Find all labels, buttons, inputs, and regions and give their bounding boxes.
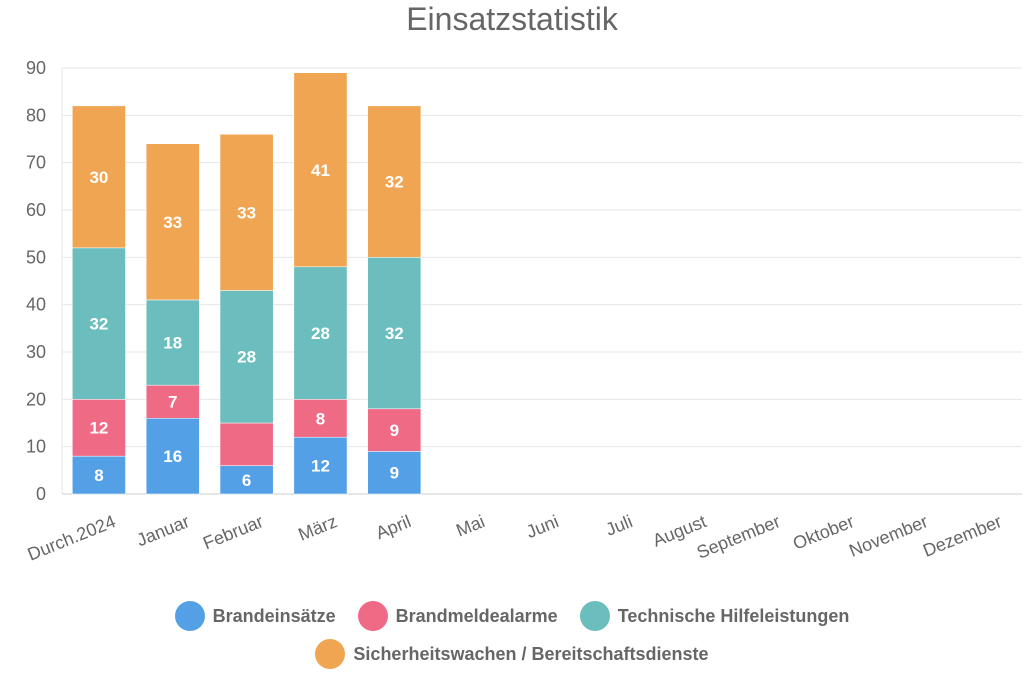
x-tick-label: Durch.2024 — [25, 511, 119, 564]
bar-segment[interactable] — [293, 436, 348, 495]
x-tick-label: April — [373, 511, 414, 543]
bar-segment[interactable] — [145, 418, 200, 495]
x-tick-label: Dezember — [920, 511, 1004, 561]
bar-segment[interactable] — [367, 105, 422, 258]
data-label: 12 — [311, 457, 330, 476]
x-tick-label: Juni — [523, 511, 561, 542]
x-tick-label: November — [846, 511, 930, 561]
data-label: 9 — [390, 421, 399, 440]
legend-label: Sicherheitswachen / Bereitschaftsdienste — [353, 643, 709, 664]
y-tick-label: 60 — [26, 200, 46, 220]
x-tick-label: Juli — [603, 511, 636, 540]
x-tick-label: Januar — [134, 511, 193, 550]
y-tick-label: 50 — [26, 247, 46, 267]
data-label: 32 — [385, 173, 404, 192]
bar-segment[interactable] — [145, 299, 200, 386]
legend-label: Brandmeldealarme — [395, 605, 558, 626]
x-tick-label: Mai — [453, 511, 487, 540]
bar-segment[interactable] — [72, 455, 126, 495]
bar-segment[interactable] — [293, 72, 348, 268]
legend-row-2: Sicherheitswachen / Bereitschaftsdienste — [0, 639, 1024, 669]
data-label: 12 — [89, 419, 108, 438]
chart: Einsatzstatistik 0 10 20 30 40 50 60 70 80 90 8 12… — [25, 1, 1022, 565]
legend-item-sicherheitswachen[interactable]: Sicherheitswachen / Bereitschaftsdienste — [315, 639, 709, 669]
data-label: 41 — [311, 161, 330, 180]
data-label: 32 — [89, 315, 108, 334]
bar-segment[interactable] — [293, 266, 348, 400]
y-tick-label: 70 — [26, 153, 46, 173]
data-label: 8 — [94, 466, 103, 485]
legend-swatch — [357, 601, 388, 631]
data-label: 8 — [316, 409, 325, 428]
legend-label: Brandeinsätze — [212, 605, 336, 626]
bar-segment[interactable] — [367, 408, 422, 452]
data-label: 7 — [168, 393, 177, 412]
y-tick-label: 80 — [26, 105, 46, 125]
bar-segment[interactable] — [72, 399, 126, 457]
legend: Brandeinsätze Brandmeldealarme Technisch… — [0, 601, 1024, 631]
x-tick-label: Februar — [200, 511, 266, 553]
legend-swatch — [174, 601, 205, 631]
y-tick-label: 10 — [26, 437, 46, 457]
data-label: 28 — [311, 324, 330, 343]
y-tick-label: 20 — [26, 389, 46, 409]
x-tick-label: September — [694, 511, 783, 563]
bar-segment[interactable] — [219, 290, 274, 424]
bar-segment[interactable] — [367, 257, 422, 410]
data-label: 30 — [89, 168, 108, 187]
legend-label: Technische Hilfeleistungen — [617, 605, 850, 626]
data-label: 33 — [163, 213, 182, 232]
legend-item-brandmeldealarme[interactable]: Brandmeldealarme — [357, 601, 558, 631]
y-tick-label: 40 — [26, 295, 46, 315]
legend-item-technische-hilfeleistungen[interactable]: Technische Hilfeleistungen — [579, 601, 850, 631]
legend-swatch — [315, 639, 346, 669]
data-label: 16 — [163, 447, 182, 466]
bar-segment[interactable] — [219, 422, 274, 466]
data-label: 9 — [390, 464, 399, 483]
x-axis: Durch.2024 Januar Februar März April Mai Juni J… — [25, 511, 1005, 564]
legend-item-brandeinsaetze[interactable]: Brandeinsätze — [174, 601, 336, 631]
data-label: 33 — [237, 203, 256, 222]
data-label: 28 — [237, 348, 256, 367]
y-tick-label: 0 — [36, 484, 46, 504]
data-label: 18 — [163, 334, 182, 353]
bars: 8 12 32 30 16 7 18 33 6 28 33 12 8 28 41 9 9 32 32 — [72, 72, 422, 495]
x-tick-label: Oktober — [790, 511, 857, 554]
data-label: 6 — [242, 471, 251, 490]
grid — [61, 67, 1022, 495]
bar-segment[interactable] — [219, 134, 274, 291]
bar-segment[interactable] — [367, 451, 422, 495]
bar-segment[interactable] — [72, 105, 126, 249]
y-tick-label: 30 — [26, 342, 46, 362]
data-label: 32 — [385, 324, 404, 343]
legend-swatch — [579, 601, 610, 631]
bar-segment[interactable] — [219, 465, 274, 495]
x-tick-label: März — [295, 511, 340, 545]
y-axis: 0 10 20 30 40 50 60 70 80 90 — [26, 58, 46, 504]
bar-segment[interactable] — [293, 399, 348, 438]
bar-segment[interactable] — [145, 143, 200, 301]
y-tick-label: 90 — [26, 58, 46, 78]
bar-segment[interactable] — [72, 247, 126, 400]
chart-title: Einsatzstatistik — [406, 1, 619, 37]
